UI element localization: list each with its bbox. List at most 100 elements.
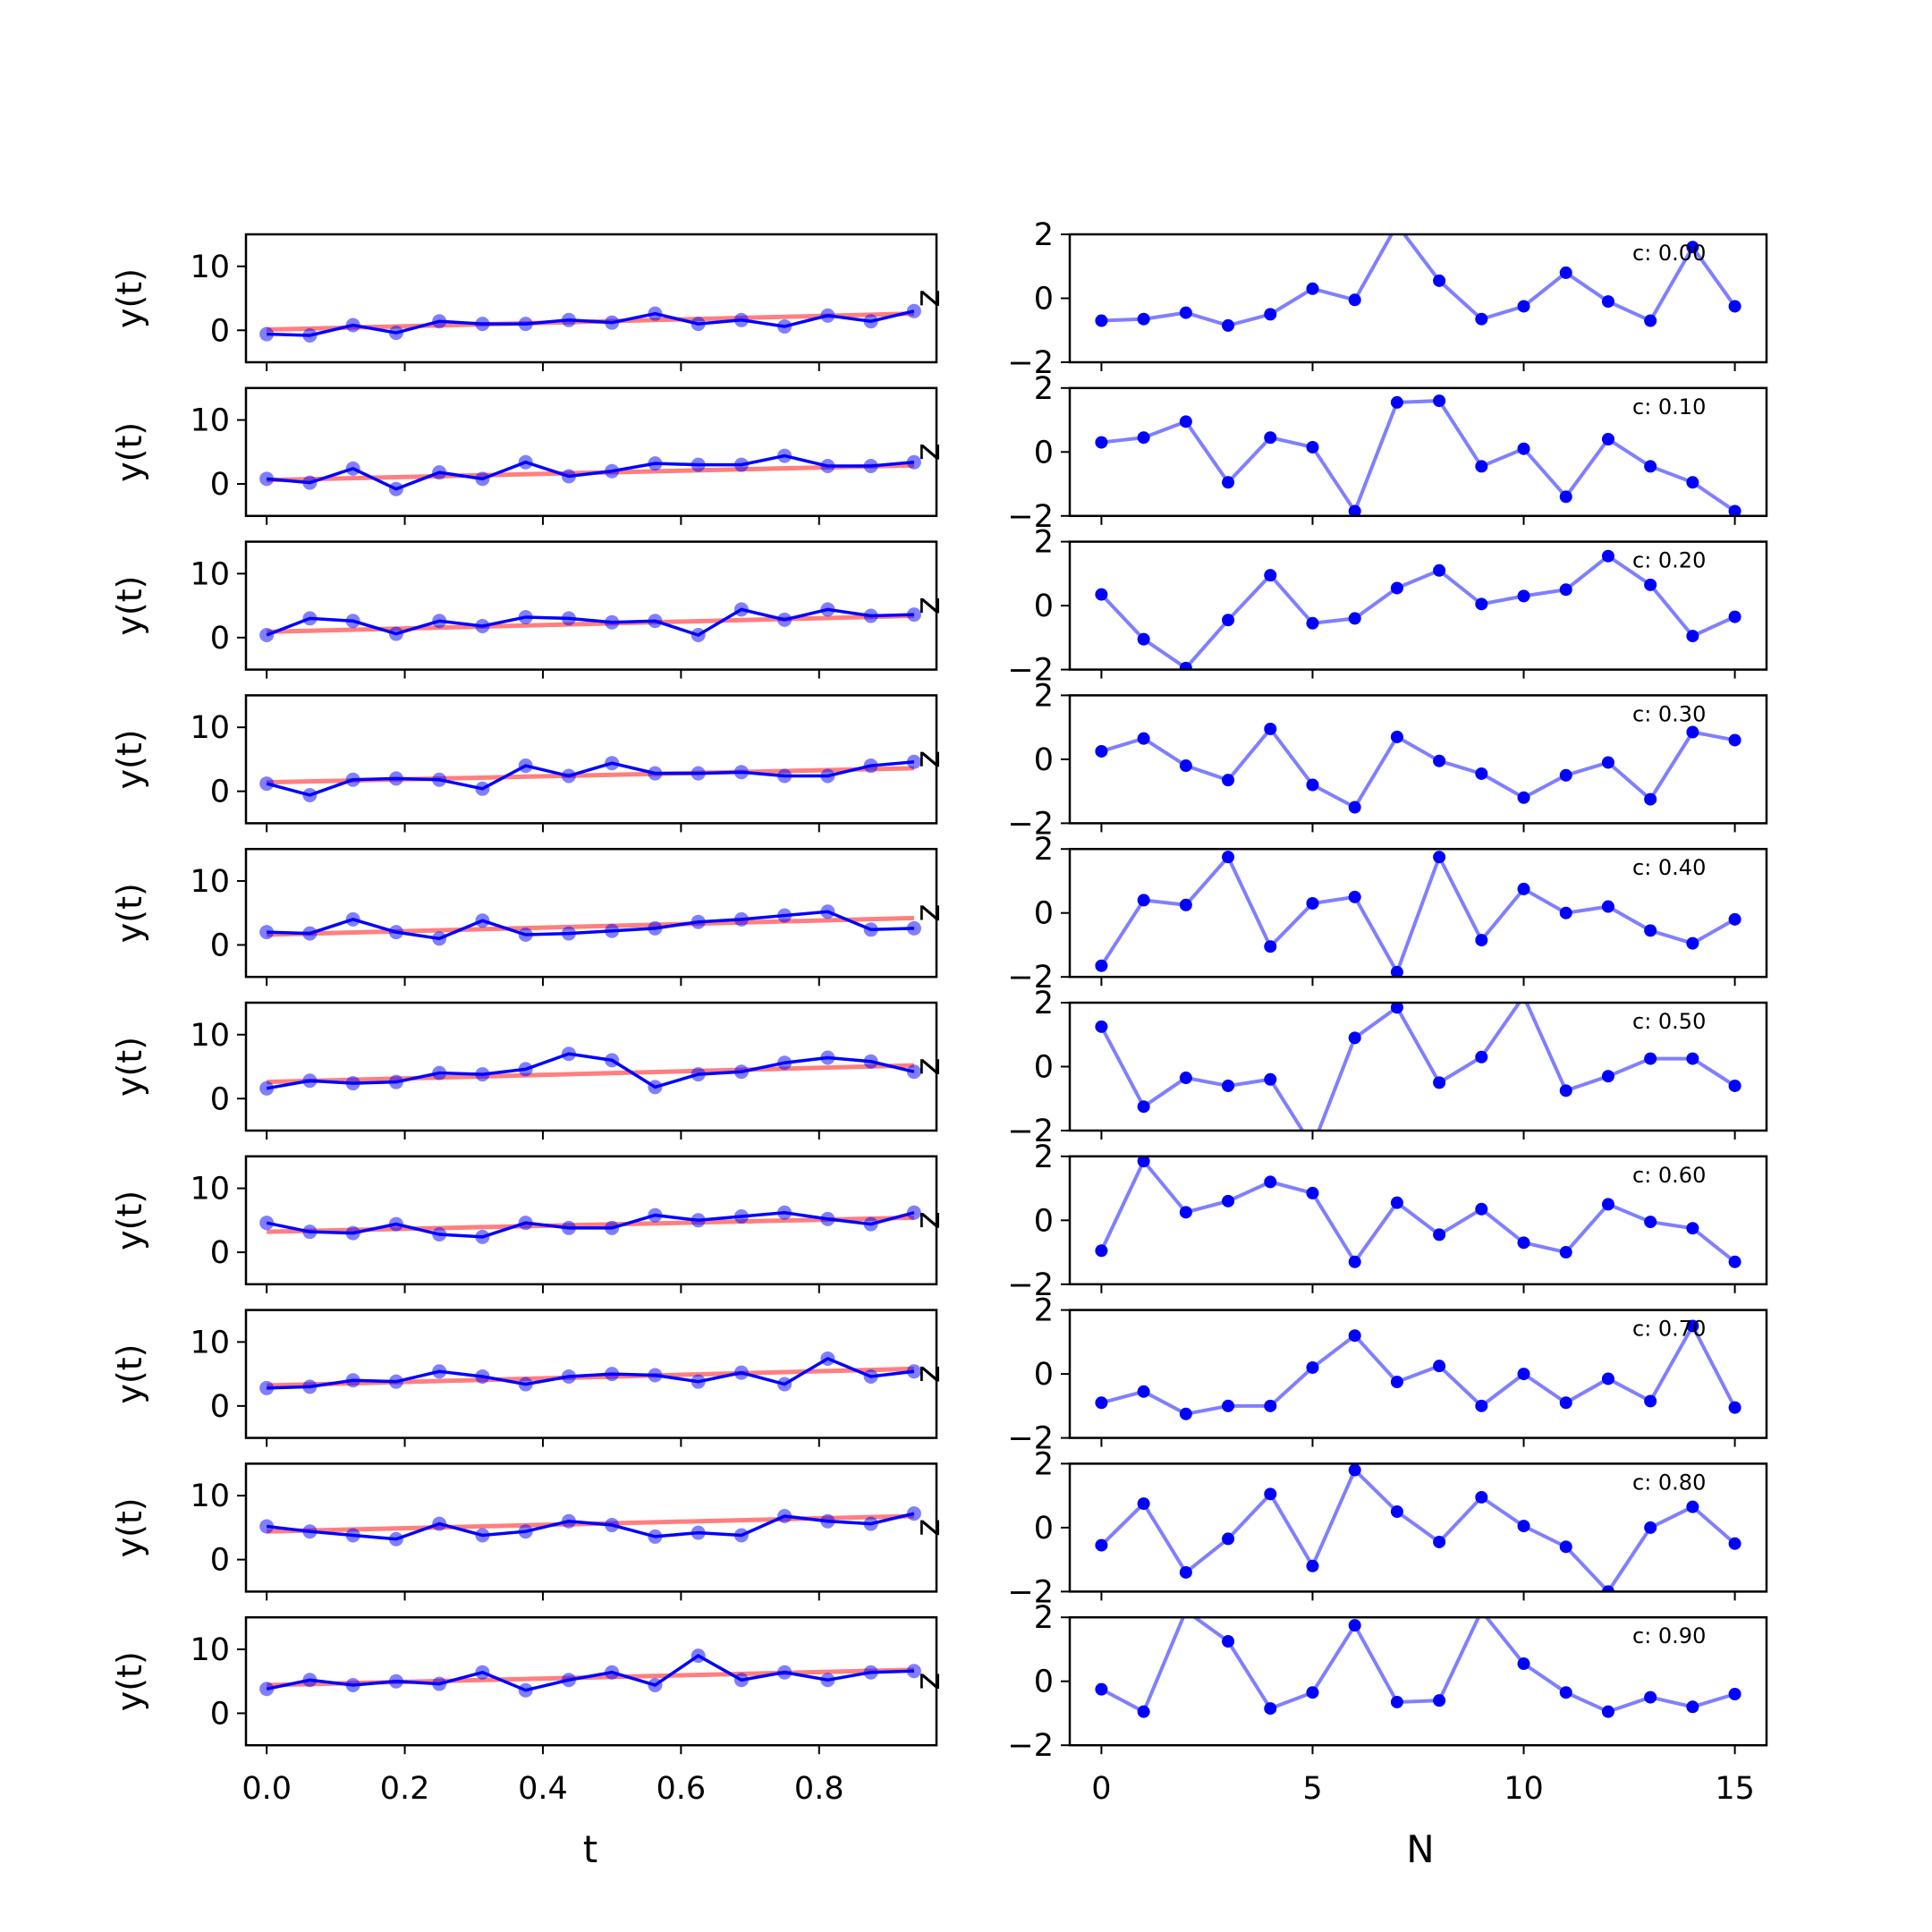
y-tick-label: 10 xyxy=(190,864,230,900)
data-point xyxy=(518,1377,533,1392)
data-point xyxy=(906,303,921,318)
data-point xyxy=(388,481,403,496)
data-point xyxy=(906,1506,921,1521)
data-point xyxy=(1433,1360,1446,1373)
data-point xyxy=(475,317,490,332)
plot-area xyxy=(1095,549,1741,670)
data-point xyxy=(1390,965,1403,978)
data-point xyxy=(1433,394,1446,408)
panel-label: c: 0.90 xyxy=(1632,1623,1706,1648)
right-panel: c: 0.40 −2 0 2 z xyxy=(908,832,1768,996)
data-point xyxy=(1179,1072,1192,1085)
data-point xyxy=(863,1368,878,1384)
data-point xyxy=(691,627,706,642)
data-point xyxy=(863,758,878,774)
data-point xyxy=(733,457,749,472)
data-point xyxy=(1095,744,1108,758)
data-point xyxy=(1306,616,1319,630)
left-panels: 0 10 y(t) 0 10 y(t) 0 10 y(t) 0 10 y(t) 0 10 y(t) 0 10 y(… xyxy=(110,233,938,1807)
data-point xyxy=(1517,300,1530,313)
y-tick-label: 0 xyxy=(1034,282,1054,318)
y-axis-label: z xyxy=(908,1211,947,1229)
data-point xyxy=(1179,661,1192,670)
data-point xyxy=(605,1220,620,1235)
data-point xyxy=(1222,1635,1235,1648)
data-point xyxy=(648,614,663,629)
data-point xyxy=(863,1516,878,1531)
data-point xyxy=(388,1216,403,1232)
data-point xyxy=(691,1213,706,1228)
y-tick-label: 0 xyxy=(210,775,230,810)
data-point xyxy=(820,1050,835,1065)
y-tick-label: 0 xyxy=(1034,1665,1054,1700)
y-axis-label: z xyxy=(908,1365,947,1383)
y-tick-label: −2 xyxy=(1007,1574,1054,1610)
data-point xyxy=(1306,1360,1319,1374)
data-point xyxy=(345,911,360,927)
data-point xyxy=(1348,504,1361,516)
y-tick-label: 0 xyxy=(210,1696,230,1732)
data-point xyxy=(561,1368,576,1384)
y-axis-label: y(t) xyxy=(110,268,149,328)
data-point xyxy=(1686,241,1699,254)
data-point xyxy=(777,1205,792,1220)
axes-frame xyxy=(244,694,938,825)
axes-frame xyxy=(244,1309,938,1439)
data-point xyxy=(1433,1228,1446,1241)
data-point xyxy=(1601,433,1614,445)
y-tick-label: −2 xyxy=(1007,1267,1054,1303)
y-tick-label: 2 xyxy=(1034,217,1054,253)
series-line xyxy=(1101,234,1737,327)
data-point xyxy=(345,461,360,476)
plot-area xyxy=(1095,234,1741,332)
data-point xyxy=(1475,934,1488,947)
data-point xyxy=(820,1211,835,1226)
data-point xyxy=(605,1367,620,1382)
right-panel: c: 0.60 −2 0 2 z xyxy=(908,1140,1768,1303)
y-tick-label: 10 xyxy=(190,250,230,285)
data-point xyxy=(1601,295,1614,309)
data-point xyxy=(561,1046,576,1062)
data-point xyxy=(1348,612,1361,625)
data-point xyxy=(605,923,620,938)
data-point xyxy=(345,1373,360,1388)
data-point xyxy=(1517,589,1530,603)
x-tick-label: 0.2 xyxy=(380,1771,430,1807)
data-point xyxy=(1644,1394,1657,1408)
data-point xyxy=(259,1216,275,1231)
axes-frame xyxy=(244,233,938,364)
data-point xyxy=(1644,1052,1657,1065)
data-point xyxy=(820,459,835,474)
data-point xyxy=(1137,1100,1150,1114)
data-point xyxy=(605,1518,620,1533)
data-point xyxy=(1390,1196,1403,1209)
data-point xyxy=(1601,756,1614,769)
panel-label: c: 0.50 xyxy=(1632,1009,1706,1034)
data-point xyxy=(1264,722,1277,735)
data-point xyxy=(1433,564,1446,577)
data-point xyxy=(1264,1175,1277,1189)
data-point xyxy=(648,1677,663,1692)
data-point xyxy=(1264,1487,1277,1501)
series-line xyxy=(266,1052,915,1090)
data-point xyxy=(518,1062,533,1077)
y-tick-label: 0 xyxy=(1034,1511,1054,1546)
plot-area xyxy=(259,303,921,343)
data-point xyxy=(1559,906,1572,919)
series-line xyxy=(266,1210,915,1239)
data-point xyxy=(820,1513,835,1529)
data-point xyxy=(1222,1194,1235,1208)
data-point xyxy=(561,611,576,626)
y-tick-label: 0 xyxy=(1034,742,1054,778)
data-point xyxy=(1601,1372,1614,1385)
x-tick-label: 15 xyxy=(1715,1771,1755,1807)
data-point xyxy=(345,1528,360,1543)
data-point xyxy=(605,756,620,771)
data-point xyxy=(518,609,533,624)
data-point xyxy=(1348,1329,1361,1343)
data-point xyxy=(1601,1705,1614,1718)
data-point xyxy=(648,306,663,321)
y-axis-label: z xyxy=(908,290,947,308)
data-point xyxy=(1517,1236,1530,1250)
